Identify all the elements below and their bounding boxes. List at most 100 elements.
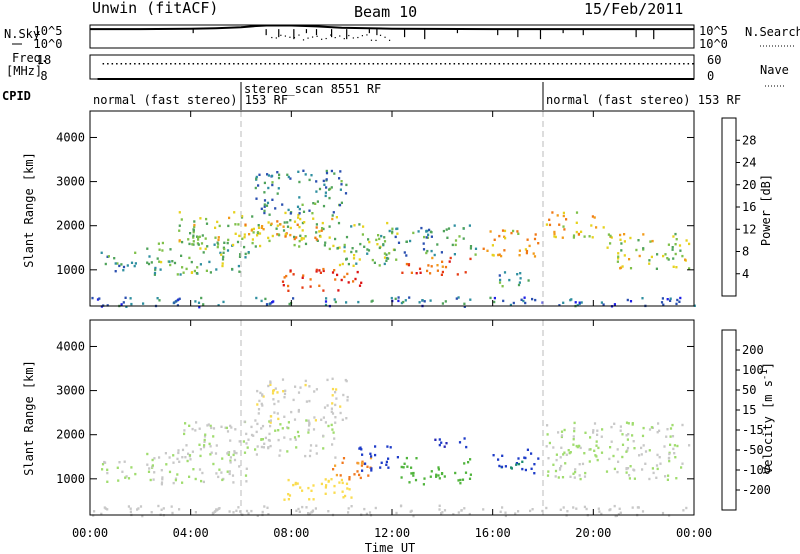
echo-cell (602, 226, 605, 229)
echo-cell (292, 398, 295, 402)
echo-cell (308, 421, 311, 424)
echo-cell (267, 174, 270, 177)
echo-cell (454, 239, 458, 242)
echo-cell (655, 476, 658, 479)
echo-cell (519, 272, 522, 275)
echo-cell (482, 508, 485, 511)
echo-cell (263, 181, 266, 185)
echo-cell (589, 448, 592, 451)
echo-cell (117, 479, 120, 482)
echo-cell (572, 234, 576, 237)
echo-cell (177, 298, 180, 301)
echo-cell (173, 261, 177, 265)
echo-cell (271, 174, 274, 178)
echo-cell (302, 237, 305, 240)
echo-cell (367, 238, 370, 241)
echo-cell (336, 273, 339, 277)
echo-cell (403, 251, 406, 254)
echo-cell (262, 446, 265, 449)
echo-cell (440, 251, 443, 254)
echo-cell (438, 508, 441, 511)
echo-cell (223, 241, 226, 244)
echo-cell (396, 456, 399, 459)
echo-cell (335, 473, 338, 477)
echo-cell (404, 299, 407, 302)
noise-search-dot (298, 34, 300, 36)
echo-cell (282, 229, 286, 232)
echo-cell (363, 507, 366, 511)
echo-cell (357, 300, 360, 304)
echo-cell (565, 218, 568, 221)
echo-cell (255, 197, 258, 200)
echo-cell (229, 459, 232, 462)
echo-cell (350, 505, 353, 508)
echo-cell (327, 424, 330, 428)
noise-search-dot (384, 36, 386, 38)
echo-cell (307, 431, 310, 434)
echo-cell (401, 271, 404, 274)
echo-cell (595, 444, 598, 447)
echo-cell (101, 468, 104, 471)
echo-cell (595, 455, 598, 458)
echo-cell (221, 478, 224, 482)
echo-cell (257, 412, 260, 415)
echo-cell (346, 272, 349, 276)
echo-cell (186, 459, 189, 463)
colorbar-tick-label: -200 (742, 483, 771, 497)
echo-cell (345, 301, 348, 304)
echo-cell (518, 281, 521, 284)
echo-cell (338, 481, 341, 484)
echo-cell (203, 435, 207, 438)
echo-cell (283, 392, 287, 396)
noise-search-dot (330, 34, 332, 36)
echo-cell (444, 300, 447, 303)
echo-cell (339, 411, 342, 415)
echo-cell (254, 245, 257, 248)
echo-cell (201, 471, 204, 475)
echo-cell (446, 236, 449, 239)
echo-cell (272, 300, 275, 303)
echo-cell (310, 489, 313, 492)
echo-cell (572, 443, 575, 446)
echo-cell (252, 231, 255, 234)
echo-cell (281, 378, 285, 381)
echo-cell (210, 426, 213, 430)
echo-cell (263, 191, 266, 194)
radar-title: Unwin (fitACF) (92, 0, 218, 17)
echo-cell (276, 233, 279, 236)
echo-cell (588, 235, 591, 238)
echo-cell (330, 410, 333, 413)
echo-cell (322, 289, 325, 292)
echo-cell (218, 224, 221, 228)
echo-cell (617, 513, 620, 516)
echo-cell (609, 234, 612, 238)
echo-cell (342, 393, 345, 397)
echo-cell (428, 228, 431, 232)
echo-cell (525, 249, 529, 253)
echo-cell (314, 419, 317, 422)
echo-cell (228, 216, 231, 220)
echo-cell (575, 507, 578, 510)
echo-cell (301, 221, 304, 225)
echo-cell (429, 272, 432, 275)
echo-cell (263, 211, 266, 215)
echo-cell (237, 223, 240, 226)
echo-cell (468, 477, 472, 480)
echo-cell (250, 433, 254, 437)
echo-cell (339, 474, 342, 477)
echo-cell (619, 267, 622, 270)
echo-cell (412, 471, 415, 475)
echo-cell (198, 306, 201, 309)
noise-search-dot (275, 37, 277, 39)
echo-cell (146, 463, 149, 466)
echo-cell (320, 229, 323, 232)
echo-cell (380, 234, 383, 238)
echo-cell (524, 301, 527, 305)
echo-cell (276, 224, 279, 227)
echo-cell (217, 475, 220, 479)
echo-cell (282, 284, 285, 287)
echo-cell (263, 505, 266, 508)
echo-cell (463, 302, 466, 305)
echo-cell (565, 453, 568, 456)
